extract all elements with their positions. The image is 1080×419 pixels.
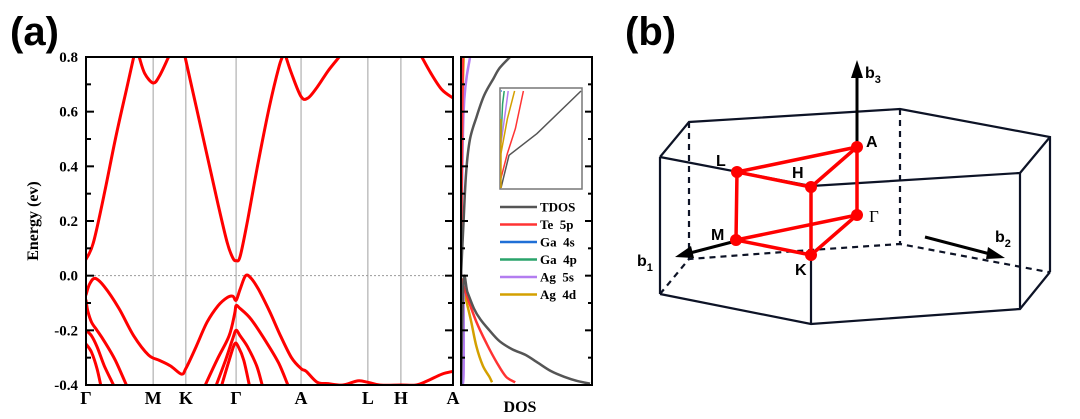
b2-arrowhead-icon xyxy=(986,247,1005,259)
band-line-vb5 xyxy=(203,303,290,385)
kpath-label: L xyxy=(362,388,374,408)
inset-frame xyxy=(499,87,583,190)
y-tick-label: -0.2 xyxy=(54,323,78,339)
band-line-vb7 xyxy=(220,341,251,385)
b3-arrowhead-icon xyxy=(851,60,863,78)
kpoint-label-M: M xyxy=(711,227,724,244)
legend-label: Ga 4s xyxy=(540,235,575,250)
kpoint-Gamma xyxy=(851,209,863,221)
b1-arrowhead-icon xyxy=(675,246,694,258)
kpoint-L xyxy=(731,166,743,178)
kpoint-label-A: A xyxy=(866,134,878,151)
dos-line-tdos-cb xyxy=(461,57,511,276)
b3-label: b3 xyxy=(865,65,881,86)
dos-line-ag-4d xyxy=(461,278,494,383)
kpoint-A xyxy=(851,141,863,153)
b1-vector xyxy=(689,239,737,255)
kpath-label: A xyxy=(295,388,308,408)
y-tick-label: -0.4 xyxy=(54,378,78,394)
band-line-cb3 xyxy=(183,57,284,263)
y-tick-label: 0.2 xyxy=(59,214,78,230)
dos-axis-ticks xyxy=(461,56,592,386)
y-tick-label: 0.8 xyxy=(59,50,78,66)
kpath-label: A xyxy=(447,388,460,408)
kpoint-label-K: K xyxy=(795,262,807,279)
kpoint-label-Gamma: Γ xyxy=(869,207,879,226)
legend-label: TDOS xyxy=(540,200,575,215)
b1-label: b1 xyxy=(637,253,653,274)
reciprocal-vectors xyxy=(675,60,1005,259)
kpoint-M xyxy=(730,234,742,246)
band-line-vb4 xyxy=(86,342,103,385)
kpath-gridlines xyxy=(152,57,402,385)
panel-a-label: (a) xyxy=(10,10,59,54)
y-axis-ticks: -0.4 -0.2 0.0 0.2 0.4 0.6 0.8 xyxy=(54,50,453,394)
dos-inset xyxy=(499,87,583,190)
band-line-cb2 xyxy=(137,57,171,85)
dos-x-axis-title: DOS xyxy=(504,399,537,416)
kpoint-label-L: L xyxy=(716,153,726,170)
b2-label: b2 xyxy=(995,229,1011,250)
bz-edge xyxy=(659,271,1051,326)
y-axis-title: Energy (ev) xyxy=(25,181,42,261)
kpoint-label-H: H xyxy=(792,165,804,182)
kpoint-H xyxy=(805,181,817,193)
kpath-label: Γ xyxy=(230,388,241,408)
b2-vector xyxy=(924,235,991,256)
legend-label: Ga 4p xyxy=(540,252,577,267)
y-tick-label: 0.6 xyxy=(59,105,78,121)
kpath-label: Γ xyxy=(80,388,91,408)
inset-lines xyxy=(500,90,582,189)
bz-edge xyxy=(659,242,1050,295)
inset-line-te-5p xyxy=(500,90,525,179)
kpoints xyxy=(730,141,863,261)
legend-label: Ag 4d xyxy=(540,287,577,302)
kpath-lines xyxy=(734,145,859,257)
band-line-vb3 xyxy=(86,328,115,385)
band-line-cb4 xyxy=(284,57,341,101)
dos-line-tdos xyxy=(461,274,591,385)
bz-hidden-edges xyxy=(659,109,1050,295)
inset-line-tdos xyxy=(500,90,582,189)
band-line-cb5 xyxy=(420,57,453,100)
kpath-edge xyxy=(735,238,812,257)
dos-legend: TDOS Te 5p Ga 4s Ga 4p Ag 5s Ag 4d xyxy=(500,200,577,302)
bz-edge xyxy=(659,107,1052,272)
inset-line-ag-5s xyxy=(500,90,509,144)
band-line-cb1 xyxy=(86,57,136,261)
brillouin-zone-diagram: A H L Γ M K b3 b1 b2 xyxy=(637,60,1052,326)
band-line-vb2 xyxy=(86,298,128,385)
kpath-label: K xyxy=(179,388,193,408)
band-line-vb1 xyxy=(86,273,453,385)
kpath-label: M xyxy=(145,388,162,408)
legend-label: Ag 5s xyxy=(540,270,574,285)
kpoint-K xyxy=(805,249,817,261)
dos-line-te-5p xyxy=(461,277,516,384)
dos-plot: DOS TDOS Te 5p Ga 4s Ga 4p Ag 5s Ag 4d xyxy=(460,56,593,416)
kpath-label: H xyxy=(394,388,408,408)
inset-line-ag-4d xyxy=(500,90,516,154)
legend-label: Te 5p xyxy=(540,217,573,232)
y-tick-label: 0.0 xyxy=(59,269,78,285)
band-line-vb6 xyxy=(214,328,264,385)
panel-b-label: (b) xyxy=(625,10,676,54)
y-tick-label: 0.4 xyxy=(59,159,78,175)
band-lines xyxy=(86,57,453,385)
